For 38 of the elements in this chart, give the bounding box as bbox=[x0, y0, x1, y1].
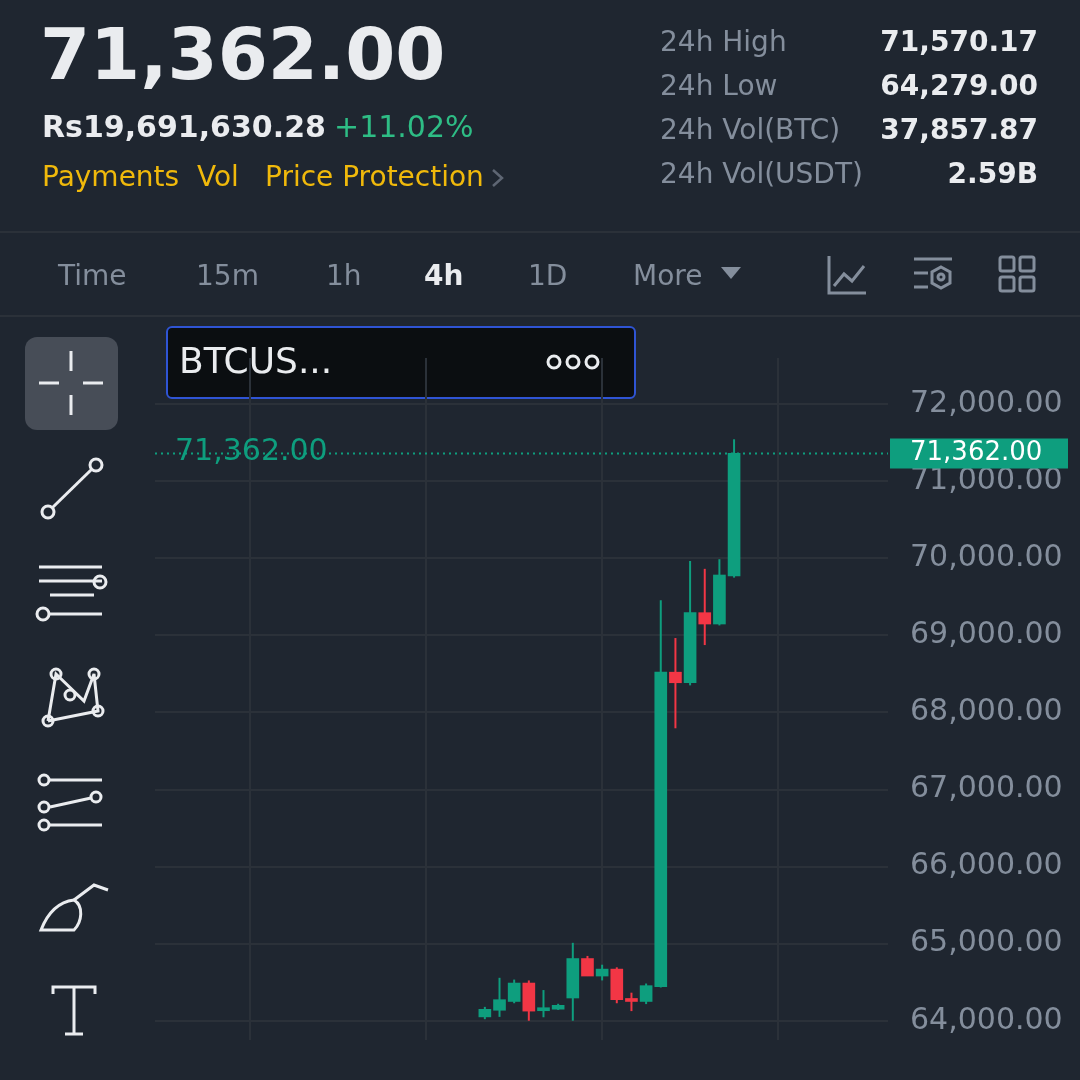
text: 2.59B bbox=[947, 157, 1038, 190]
y-tick-label: 69,000.00 bbox=[910, 615, 1063, 651]
text: 4h bbox=[424, 259, 464, 292]
candlestick bbox=[537, 989, 550, 1019]
text: 1h bbox=[326, 259, 362, 292]
candlestick bbox=[639, 982, 653, 1006]
text: Payments bbox=[42, 160, 180, 193]
candlestick bbox=[493, 976, 506, 1018]
candlestick bbox=[625, 991, 638, 1013]
y-tick-label: 67,000.00 bbox=[910, 769, 1063, 805]
annotation: 71,362.00 bbox=[175, 432, 328, 468]
text: Rs19,691,630.28 bbox=[42, 109, 326, 144]
text: +11.02% bbox=[334, 109, 474, 144]
text: 64,279.00 bbox=[880, 69, 1038, 102]
y-tick-label: 70,000.00 bbox=[910, 538, 1063, 574]
text: 24h Vol(BTC) bbox=[660, 113, 841, 146]
annotation: BTCUS... bbox=[179, 340, 333, 381]
text: 71,570.17 bbox=[880, 25, 1038, 58]
text: Time bbox=[58, 259, 127, 292]
text: 15m bbox=[196, 259, 259, 292]
y-tick-label: 68,000.00 bbox=[910, 692, 1063, 728]
text: Vol bbox=[197, 160, 239, 193]
text: More bbox=[633, 259, 703, 292]
text: 24h High bbox=[660, 25, 787, 58]
text: 24h Low bbox=[660, 69, 778, 102]
y-tick-label: 66,000.00 bbox=[910, 846, 1063, 882]
y-tick-label: 65,000.00 bbox=[910, 923, 1063, 959]
y-tick-label: 64,000.00 bbox=[910, 1000, 1063, 1036]
ref-line-label: 71,362.00 bbox=[910, 436, 1043, 467]
text: 1D bbox=[528, 259, 568, 292]
text: 24h Vol(USDT) bbox=[660, 157, 863, 190]
text: Price Protection bbox=[265, 160, 484, 193]
candlestick bbox=[669, 637, 682, 730]
candlestick bbox=[507, 978, 521, 1005]
y-tick-label: 72,000.00 bbox=[910, 384, 1063, 420]
text: 37,857.87 bbox=[880, 113, 1038, 146]
chart-title: 71,362.00 bbox=[40, 12, 446, 96]
candlestick bbox=[698, 567, 712, 647]
